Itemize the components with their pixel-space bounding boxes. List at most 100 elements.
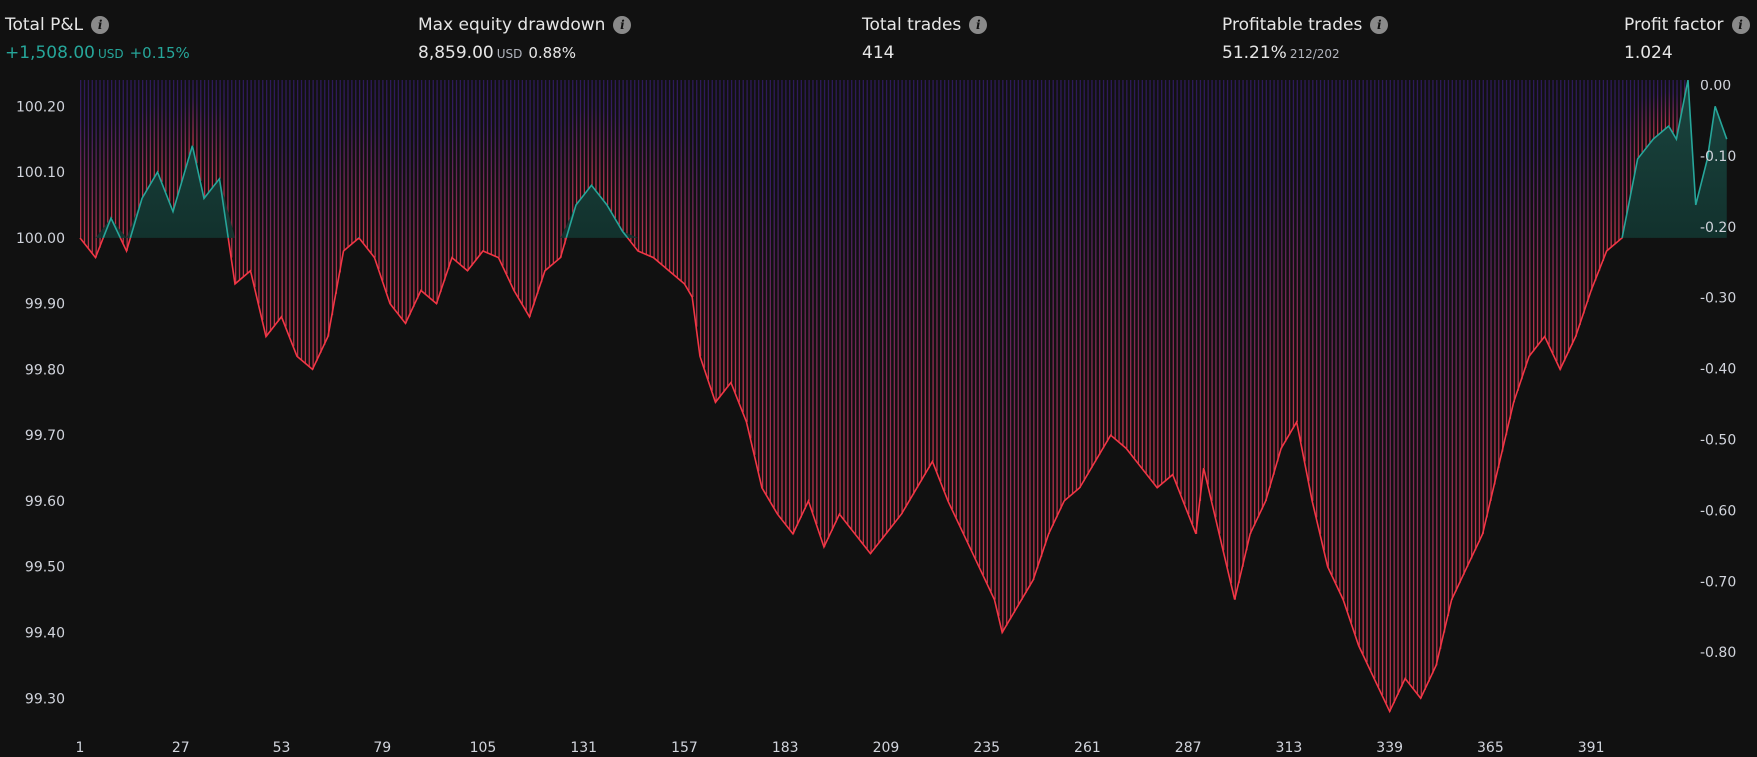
drawdown-bar <box>1343 80 1345 600</box>
drawdown-bar <box>424 80 427 294</box>
equity-chart[interactable]: 100.20 100.10 100.00 99.90 99.80 99.70 99.60 99… <box>0 80 1757 757</box>
drawdown-bar <box>885 80 888 534</box>
info-icon[interactable]: i <box>91 16 110 34</box>
drawdown-bar <box>440 80 442 293</box>
drawdown-bar <box>180 80 183 186</box>
drawdown-bar <box>95 80 97 258</box>
drawdown-bar <box>91 80 93 253</box>
drawdown-bar <box>1494 80 1496 485</box>
drawdown-bar <box>897 80 899 520</box>
drawdown-bar <box>1626 80 1628 219</box>
drawdown-bar <box>1091 80 1093 469</box>
drawdown-bar <box>1238 80 1240 584</box>
drawdown-bar <box>463 80 465 268</box>
drawdown-bar <box>947 80 950 501</box>
drawdown-bar <box>1006 80 1008 626</box>
drawdown-bar <box>1397 80 1399 695</box>
drawdown-bar <box>889 80 892 529</box>
drawdown-bar <box>324 80 326 345</box>
drawdown-bar <box>382 80 384 281</box>
drawdown-bar <box>203 80 206 199</box>
drawdown-bar <box>304 80 307 363</box>
drawdown-bar <box>83 80 86 243</box>
profitable-trades-stat: Profitable trades i 51.21% 212/202 <box>1222 14 1389 65</box>
drawdown-bar <box>1068 80 1070 498</box>
drawdown-bar <box>936 80 938 472</box>
max-drawdown-stat: Max equity drawdown i 8,859.00 USD 0.88% <box>418 14 632 65</box>
drawdown-bar <box>1184 80 1186 505</box>
max-drawdown-value: 8,859.00 <box>418 43 494 63</box>
drawdown-bar <box>479 80 481 256</box>
drawdown-bar <box>684 80 686 284</box>
drawdown-bar <box>142 80 144 199</box>
drawdown-bar <box>1684 80 1686 100</box>
drawdown-bar <box>459 80 462 265</box>
max-drawdown-unit: USD <box>496 47 523 61</box>
drawdown-bar <box>541 80 543 283</box>
drawdown-bar <box>347 80 349 248</box>
x-axis-tick-label: 391 <box>1578 740 1605 756</box>
x-axis-tick-label: 131 <box>570 740 597 756</box>
drawdown-bar <box>1122 80 1124 446</box>
drawdown-bar <box>548 80 551 268</box>
drawdown-bar <box>1246 80 1248 551</box>
drawdown-bar <box>165 80 167 192</box>
x-axis-tick-label: 53 <box>273 740 291 756</box>
info-icon[interactable]: i <box>1731 16 1750 34</box>
drawdown-bar <box>843 80 845 520</box>
info-icon[interactable]: i <box>969 16 988 34</box>
drawdown-bar <box>1052 80 1054 526</box>
drawdown-bar <box>800 80 802 518</box>
drawdown-bar <box>924 80 926 475</box>
info-icon[interactable]: i <box>1370 16 1389 34</box>
drawdown-bar <box>1676 80 1678 140</box>
drawdown-bar <box>696 80 698 327</box>
drawdown-bar <box>482 80 485 252</box>
drawdown-bar <box>1164 80 1167 482</box>
drawdown-bar <box>1176 80 1178 485</box>
x-axis-tick-label: 261 <box>1074 740 1101 756</box>
drawdown-bar <box>1323 80 1326 551</box>
info-icon[interactable]: i <box>613 16 632 34</box>
drawdown-bar <box>1118 80 1120 442</box>
drawdown-bar <box>1552 80 1554 353</box>
right-axis-tick-label: -0.40 <box>1700 362 1736 378</box>
drawdown-bar <box>1048 80 1050 534</box>
drawdown-bar <box>1029 80 1031 587</box>
drawdown-bar <box>1598 80 1601 271</box>
drawdown-bar <box>1230 80 1233 584</box>
drawdown-bar <box>1145 80 1147 473</box>
drawdown-bar <box>1513 80 1515 403</box>
total-trades-stat: Total trades i 414 <box>862 14 988 64</box>
drawdown-bar <box>1219 80 1221 534</box>
drawdown-bar <box>1672 80 1674 133</box>
left-axis-tick-label: 99.90 <box>25 297 65 313</box>
drawdown-bar <box>761 80 764 488</box>
drawdown-bar <box>1432 80 1434 674</box>
drawdown-bar <box>978 80 981 567</box>
drawdown-bar <box>940 80 942 482</box>
drawdown-bar <box>335 80 338 294</box>
drawdown-bar <box>506 80 508 275</box>
drawdown-bar <box>711 80 713 391</box>
drawdown-bar <box>1316 80 1318 518</box>
drawdown-bar <box>622 80 624 232</box>
drawdown-bar <box>552 80 555 265</box>
drawdown-bar <box>1610 80 1612 248</box>
total-trades-value: 414 <box>862 43 895 63</box>
drawdown-bar <box>750 80 752 439</box>
drawdown-bar <box>703 80 706 368</box>
drawdown-bar <box>816 80 818 524</box>
drawdown-bar <box>932 80 934 462</box>
drawdown-bar <box>831 80 833 531</box>
drawdown-bar <box>1087 80 1089 475</box>
drawdown-bar <box>971 80 973 551</box>
drawdown-bar <box>626 80 628 237</box>
drawdown-bar <box>781 80 783 520</box>
drawdown-bar <box>618 80 620 225</box>
drawdown-bar <box>1385 80 1388 704</box>
drawdown-bar <box>680 80 682 281</box>
drawdown-bar <box>994 80 996 600</box>
drawdown-bar <box>1618 80 1620 242</box>
total-pnl-stat: Total P&L i +1,508.00 USD +0.15% <box>5 14 190 65</box>
